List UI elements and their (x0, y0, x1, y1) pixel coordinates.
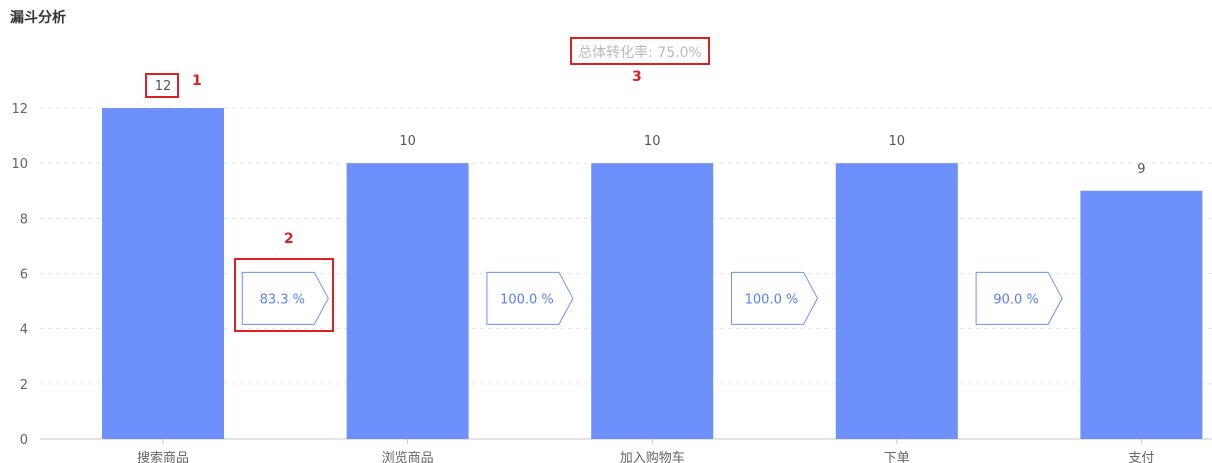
bar (835, 163, 958, 439)
chart-title: 漏斗分析 (10, 10, 66, 26)
bar (102, 108, 224, 439)
y-tick-label: 12 (11, 102, 28, 117)
bar-value-label: 10 (644, 134, 661, 149)
bar-value-label: 9 (1137, 162, 1145, 177)
x-tick-label: 浏览商品 (382, 450, 434, 463)
conversion-rate-arrow (731, 271, 819, 325)
annotation-box (145, 73, 179, 98)
x-tick-label: 支付 (1128, 451, 1154, 463)
bar (346, 163, 469, 439)
bar (1080, 190, 1203, 439)
annotation-number: 3 (632, 69, 642, 85)
overall-conversion-label: 总体转化率: 75.0% (578, 44, 702, 61)
x-tick-label: 搜索商品 (137, 451, 189, 463)
y-tick-label: 8 (20, 212, 28, 227)
bar-value-label: 12 (155, 79, 172, 94)
conversion-rate-label: 100.0 % (500, 292, 554, 307)
y-tick-label: 4 (20, 323, 28, 338)
x-tick-label: 加入购物车 (620, 450, 685, 463)
y-tick-label: 6 (20, 268, 28, 283)
annotation-number: 1 (192, 73, 202, 89)
bar-value-label: 10 (399, 134, 416, 149)
conversion-rate-label: 83.3 % (260, 292, 305, 307)
y-tick-label: 2 (20, 378, 28, 393)
annotation-box (234, 258, 334, 332)
bar-value-label: 10 (889, 134, 906, 149)
y-tick-label: 10 (11, 157, 28, 172)
conversion-rate-label: 90.0 % (993, 292, 1038, 307)
annotation-box (570, 37, 710, 65)
conversion-rate-arrow (241, 271, 329, 325)
conversion-rate-arrow (486, 271, 574, 325)
annotation-number: 2 (284, 231, 294, 247)
x-tick-label: 下单 (884, 451, 910, 463)
y-tick-label: 0 (20, 433, 28, 448)
bar (591, 163, 714, 439)
conversion-rate-arrow (975, 271, 1063, 325)
conversion-rate-label: 100.0 % (745, 292, 799, 307)
